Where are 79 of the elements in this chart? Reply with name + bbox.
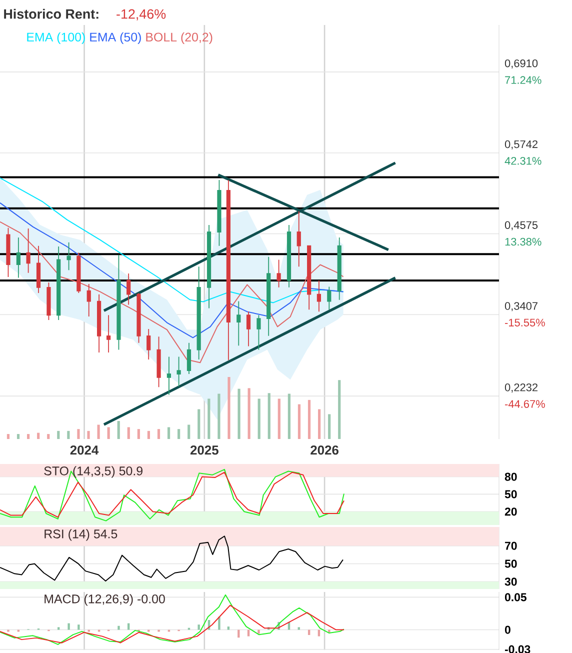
bar (87, 430, 90, 439)
bar (77, 429, 80, 439)
text: EMA (100) (27, 32, 85, 44)
bar (67, 430, 70, 439)
bar (318, 409, 321, 439)
y-tick-label: 0,4575 (504, 221, 538, 230)
bar (26, 434, 30, 439)
bar (57, 627, 60, 630)
y2-tick-label: 42.31% (504, 157, 542, 165)
text: EMA (50) (90, 32, 141, 44)
chart-title: MACD (12,26,9) -0.00 (44, 594, 165, 606)
y-tick-label: 0,5742 (504, 140, 538, 150)
y-tick-label: 30 (504, 578, 517, 586)
bar (298, 404, 301, 439)
bar (288, 394, 290, 439)
bar (278, 398, 280, 439)
line-series (0, 604, 344, 644)
bar (78, 624, 80, 630)
bar (188, 424, 190, 439)
y-tick-label: 50 (504, 560, 517, 568)
y-tick-label: 0,6910 (504, 59, 538, 68)
chart-title: RSI (14) 54.5 (44, 529, 118, 541)
bar (178, 429, 180, 439)
bar (37, 432, 40, 439)
y-tick-label: 0,3407 (504, 302, 538, 312)
bar (107, 427, 110, 439)
y2-tick-label: 71.24% (505, 76, 542, 84)
bar (137, 429, 140, 439)
y-tick-label: 0 (504, 626, 510, 634)
bar (167, 427, 170, 439)
bar (228, 376, 230, 439)
y-tick-label: 0,2232 (504, 384, 538, 393)
chart-title: Historico Rent: (4, 8, 98, 19)
chart-subtitle: -12,46% (116, 9, 166, 20)
y2-tick-label: -44.67% (505, 400, 545, 408)
text: BOLL (20,2) (146, 32, 212, 44)
bar (47, 434, 50, 439)
bar (247, 630, 250, 636)
bar (227, 626, 230, 630)
chart-title: STO (14,3,5) 50.9 (44, 466, 142, 478)
bar (338, 380, 341, 439)
bar (208, 398, 210, 439)
bar (68, 623, 70, 630)
y-tick-label: -0.03 (504, 645, 530, 653)
bar (268, 393, 270, 439)
bar (258, 398, 260, 439)
bar (198, 624, 200, 630)
bar (328, 630, 330, 632)
bar (318, 630, 320, 636)
bar (218, 616, 220, 630)
line-series (0, 594, 344, 645)
y-tick-label: 80 (504, 472, 517, 481)
y-tick-label: 0.05 (504, 593, 526, 602)
bar (97, 424, 100, 439)
bar (147, 430, 150, 439)
y-tick-label: 70 (505, 542, 517, 550)
bar (328, 414, 331, 439)
bar (157, 429, 160, 439)
x-tick-label: 2026 (310, 446, 338, 455)
x-tick-label: 2024 (70, 446, 99, 455)
bar (117, 421, 120, 439)
x-tick-label: 2025 (190, 446, 218, 455)
bar (6, 434, 10, 439)
bar (238, 388, 240, 439)
bar (258, 630, 260, 634)
bar (118, 626, 120, 630)
bar (248, 388, 250, 439)
bar (16, 434, 20, 439)
y2-tick-label: 13.38% (505, 238, 542, 246)
bar (308, 400, 311, 439)
bar (198, 409, 200, 439)
bar (218, 394, 220, 439)
y2-tick-label: -15.55% (505, 318, 545, 326)
bar (127, 623, 130, 630)
y-tick-label: 50 (504, 490, 517, 498)
bar (127, 427, 130, 439)
bar (57, 430, 60, 439)
y-tick-label: 20 (504, 508, 517, 516)
bar (298, 627, 300, 630)
